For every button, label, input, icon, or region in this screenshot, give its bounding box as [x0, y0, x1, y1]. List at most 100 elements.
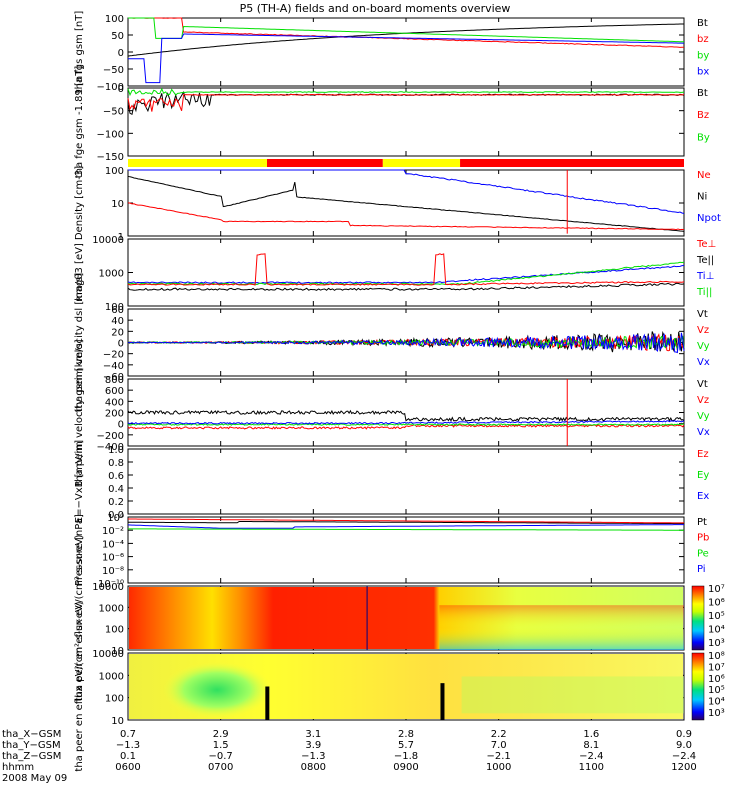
legend-Te||: Te||: [696, 255, 714, 266]
legend-Bt: Bt: [697, 18, 708, 29]
spectrogram-blob: [161, 661, 272, 718]
legend-Ex: Ex: [697, 491, 709, 502]
series-Vz: [127, 424, 685, 430]
colorbar-label: 10⁶: [708, 598, 725, 609]
panel-11: 10000 1000 100 10 tha peer en eflux eV/(cm²-…: [74, 601, 725, 771]
series-Vt: [127, 409, 685, 422]
colorbar-label: 10⁴: [708, 697, 725, 708]
legend-Vt: Vt: [697, 309, 708, 320]
y-tick-label: 10: [111, 646, 124, 657]
y-tick-label: 40: [111, 316, 124, 327]
y-tick-label: −150: [97, 152, 124, 163]
xaxis-value: 2.8: [398, 729, 414, 740]
series-by: [128, 17, 685, 43]
y-tick-label: 100: [105, 14, 124, 25]
y-tick-label: 100: [105, 625, 124, 636]
panel-frame: [127, 17, 685, 87]
y-tick-label: 10⁰: [107, 513, 124, 524]
y-axis-label: tha fge gsm -1.89 [nT]: [74, 66, 85, 179]
y-axis-label: magθ3 [eV]: [74, 243, 85, 302]
colorbar: [691, 585, 705, 651]
xaxis-value: 3.9: [305, 740, 321, 751]
xaxis-value: −2.4: [579, 751, 603, 762]
spectrogram-shade: [461, 676, 684, 714]
xaxis-value: 0600: [115, 762, 140, 773]
xaxis-value: 1.6: [583, 729, 599, 740]
y-tick-label: 0: [118, 84, 124, 95]
y-tick-label: 1000: [99, 269, 124, 280]
xaxis-value: 2.9: [213, 729, 229, 740]
date-label: 2008 May 09: [2, 773, 67, 784]
y-tick-label: 10000: [92, 235, 124, 246]
xaxis-value: 9.0: [676, 740, 692, 751]
mode-segment: [267, 159, 383, 167]
y-tick-label: 10⁻²: [102, 526, 124, 537]
spectrogram-gap: [440, 683, 445, 720]
series-Ne: [127, 202, 685, 231]
series-Pi: [127, 524, 684, 529]
series-Ni: [127, 175, 685, 232]
colorbar-label: 10³: [708, 638, 725, 649]
legend-bz: bz: [697, 34, 709, 45]
series-Ti-par: [127, 261, 685, 286]
xaxis-value: 1200: [671, 762, 696, 773]
series-Vy: [127, 423, 685, 426]
y-axis-label: tha peir en eflux eV/(cm²-s-sr-eV): [74, 534, 85, 701]
y-tick-label: 1: [118, 232, 124, 243]
xaxis-value: 1000: [486, 762, 511, 773]
y-tick-label: 100: [105, 166, 124, 177]
series-Vx: [127, 420, 685, 425]
xaxis-value: 7.0: [491, 740, 507, 751]
legend-Ez: Ez: [697, 449, 709, 460]
legend-Vz: Vz: [697, 395, 709, 406]
series-Te-perp: [127, 253, 685, 286]
colorbar-label: 10³: [708, 708, 725, 719]
figure-title: P5 (TH-A) fields and on-board moments ov…: [240, 2, 511, 15]
y-tick-label: 10⁻⁸: [102, 566, 124, 577]
colorbar-label: 10⁷: [708, 584, 725, 595]
series-Ti-perp: [127, 265, 685, 284]
legend-Ne: Ne: [697, 170, 711, 181]
xaxis-value: 0.1: [120, 751, 136, 762]
series-Te-par: [127, 282, 685, 291]
legend-Vy: Vy: [697, 411, 710, 422]
y-tick-label: 1000: [99, 603, 124, 614]
xaxis-value: 0.7: [120, 729, 136, 740]
xaxis-row-label: tha_X−GSM: [2, 729, 61, 740]
y-tick-label: 0.8: [108, 458, 124, 469]
y-tick-label: 1.0: [108, 445, 124, 456]
y-axis-label: tha peim velocity dsl [km/s]: [74, 273, 85, 413]
legend-Npot: Npot: [697, 213, 721, 224]
series-Npot: [128, 169, 685, 214]
xaxis-value: 0900: [393, 762, 418, 773]
panel-frame: [127, 87, 685, 157]
colorbar: [691, 652, 705, 721]
y-tick-label: −40: [103, 361, 124, 372]
series-Vx: [127, 332, 685, 354]
y-tick-label: 0.6: [108, 471, 124, 482]
legend-Pt: Pt: [697, 517, 707, 528]
xaxis-value: 1100: [579, 762, 604, 773]
legend-Ey: Ey: [697, 470, 709, 481]
y-tick-label: 1000: [99, 671, 124, 682]
xaxis-value: 0700: [208, 762, 233, 773]
xaxis-value: 8.1: [583, 740, 599, 751]
mode-segment: [460, 159, 684, 167]
legend-Bt: Bt: [697, 88, 708, 99]
colorbar-label: 10⁶: [708, 674, 725, 685]
y-tick-label: 600: [105, 386, 124, 397]
y-tick-label: −50: [103, 107, 124, 118]
legend-by: by: [697, 50, 709, 61]
panel-2: 0 −50 −100 −150 tha fge gsm -1.89 [nT] Bt Bz By: [74, 66, 710, 179]
y-tick-label: 0: [118, 339, 124, 350]
y-tick-label: 400: [105, 397, 124, 408]
panel-frame: [127, 516, 685, 584]
xaxis-value: 1.5: [213, 740, 229, 751]
y-tick-label: −200: [97, 431, 124, 442]
xaxis-value: 0.9: [676, 729, 692, 740]
colorbar-label: 10⁷: [708, 662, 725, 673]
panel-4: 100 10 1 Density [cm-3] Ne Ni Npot: [74, 166, 721, 243]
legend-Pi: Pi: [697, 564, 706, 575]
y-tick-label: 0.4: [108, 484, 124, 495]
xaxis-value: 3.1: [305, 729, 321, 740]
